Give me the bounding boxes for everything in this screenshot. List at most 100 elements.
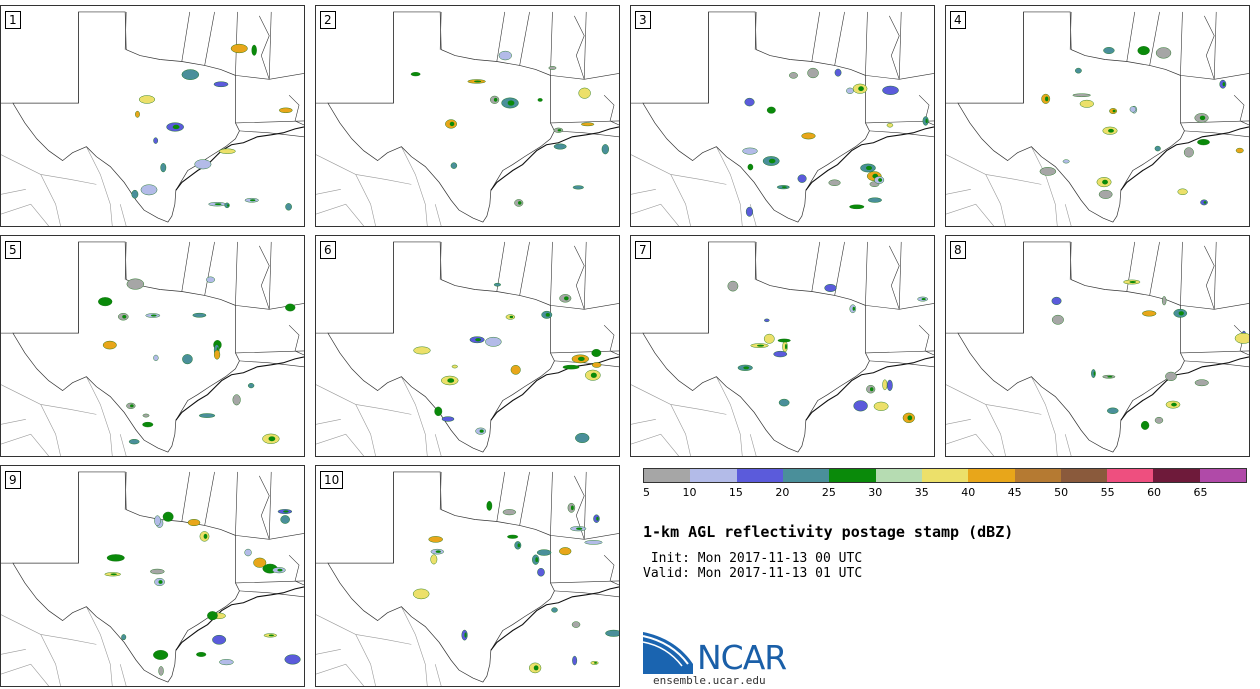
border-line	[40, 634, 97, 645]
member-panel-2[interactable]: 2	[315, 5, 620, 227]
map	[631, 11, 934, 226]
state-border	[124, 11, 127, 50]
map	[316, 11, 619, 226]
state-border	[439, 471, 442, 510]
reflectivity-cell	[559, 547, 572, 556]
valid-time: Valid: Mon 2017-11-13 01 UTC	[643, 566, 863, 581]
map	[946, 241, 1249, 456]
state-border	[898, 11, 902, 80]
reflectivity-cell	[126, 278, 145, 290]
reflectivity-cell	[1197, 139, 1210, 146]
texas-outline	[957, 11, 1185, 223]
reflectivity-core	[570, 505, 574, 511]
border-line	[316, 203, 364, 226]
state-border	[204, 241, 215, 296]
state-border	[1184, 130, 1249, 138]
border-line	[316, 649, 341, 655]
state-border	[204, 11, 215, 66]
border-line	[1031, 146, 1058, 226]
reflectivity-cell	[219, 659, 234, 666]
member-panel-5[interactable]: 5	[0, 235, 305, 457]
reflectivity-core	[540, 99, 543, 101]
border-line	[631, 433, 679, 456]
reflectivity-cell	[1039, 167, 1057, 176]
colorbar-segment	[690, 469, 737, 482]
state-border	[1213, 11, 1217, 80]
border-line	[946, 384, 1006, 456]
state-border	[550, 580, 619, 584]
border-line	[1, 649, 26, 655]
reflectivity-cell	[1154, 416, 1164, 424]
reflectivity-core	[921, 297, 926, 301]
border-line	[631, 419, 656, 425]
reflectivity-core	[254, 47, 257, 53]
reflectivity-cell	[537, 568, 545, 577]
reflectivity-core	[1199, 115, 1206, 121]
texas-outline	[12, 471, 240, 683]
state-border	[496, 471, 506, 522]
reflectivity-core	[509, 315, 514, 319]
state-border	[519, 471, 530, 526]
state-border	[1204, 245, 1215, 310]
member-panel-8[interactable]: 8	[945, 235, 1250, 457]
state-border	[235, 73, 304, 80]
state-border	[268, 241, 272, 310]
site-url[interactable]: ensemble.ucar.edu	[653, 674, 766, 687]
reflectivity-core	[768, 158, 776, 164]
member-panel-4[interactable]: 4	[945, 5, 1250, 227]
reflectivity-core	[1112, 109, 1116, 113]
member-panel-1[interactable]: 1	[0, 5, 305, 227]
reflectivity-cell	[154, 515, 161, 526]
reflectivity-cell	[434, 406, 443, 417]
state-border	[439, 241, 442, 280]
colorbar-tick-label: 50	[1054, 486, 1069, 499]
border-line	[86, 376, 113, 456]
member-panel-10[interactable]: 10	[315, 465, 620, 687]
reflectivity-core	[277, 568, 283, 572]
reflectivity-core	[150, 314, 157, 317]
reflectivity-cell	[160, 163, 167, 173]
reflectivity-core	[533, 665, 539, 671]
member-panel-7[interactable]: 7	[630, 235, 935, 457]
reflectivity-core	[557, 129, 562, 132]
state-border	[1069, 241, 1072, 280]
reflectivity-cell	[128, 439, 140, 445]
state-border	[918, 324, 934, 356]
colorbar-segment	[829, 469, 876, 482]
reflectivity-colorbar	[643, 468, 1247, 483]
state-border	[583, 241, 587, 310]
member-panel-3[interactable]: 3	[630, 5, 935, 227]
reflectivity-cell	[182, 354, 193, 365]
border-line	[316, 154, 376, 226]
border-line	[434, 204, 442, 226]
reflectivity-cell	[158, 666, 164, 676]
reflectivity-cell	[153, 650, 169, 660]
reflectivity-cell	[413, 346, 431, 355]
reflectivity-cell	[773, 350, 788, 358]
reflectivity-core	[756, 344, 765, 347]
reflectivity-core	[770, 108, 775, 112]
state-border	[865, 350, 934, 354]
border-line	[1064, 434, 1072, 456]
reflectivity-cell	[247, 383, 255, 389]
reflectivity-cell	[142, 413, 150, 418]
texas-outline	[327, 241, 555, 453]
reflectivity-cell	[253, 557, 267, 568]
reflectivity-cell	[572, 185, 584, 190]
member-panel-6[interactable]: 6	[315, 235, 620, 457]
state-border	[865, 303, 934, 310]
reflectivity-core	[925, 118, 928, 124]
state-border	[1180, 73, 1249, 80]
reflectivity-cell	[1051, 296, 1062, 305]
state-border	[754, 241, 757, 280]
reflectivity-cell	[142, 421, 154, 428]
reflectivity-cell	[451, 364, 458, 369]
reflectivity-core	[1107, 375, 1113, 378]
border-line	[716, 376, 743, 456]
state-border	[181, 241, 191, 292]
member-panel-9[interactable]: 9	[0, 465, 305, 687]
reflectivity-cell	[581, 122, 595, 127]
reflectivity-cell	[153, 137, 159, 144]
reflectivity-cell	[572, 655, 578, 666]
map	[1, 471, 304, 686]
